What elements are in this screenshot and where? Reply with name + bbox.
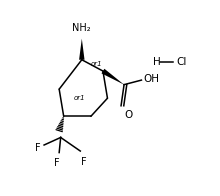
Text: F: F (54, 158, 60, 168)
Text: F: F (35, 143, 40, 153)
Polygon shape (79, 39, 84, 60)
Text: or1: or1 (73, 95, 85, 101)
Text: or1: or1 (91, 61, 103, 67)
Polygon shape (101, 69, 124, 85)
Text: O: O (125, 110, 133, 120)
Text: OH: OH (144, 74, 160, 84)
Text: Cl: Cl (176, 57, 187, 67)
Text: H: H (153, 57, 160, 67)
Text: F: F (81, 157, 87, 167)
Text: NH₂: NH₂ (73, 23, 91, 33)
